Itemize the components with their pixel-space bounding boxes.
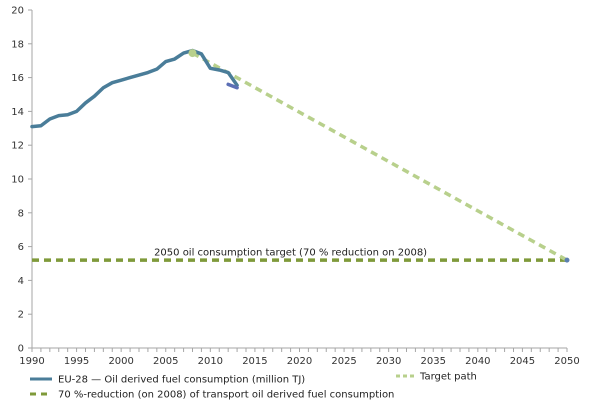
x-tick-label: 2000: [108, 356, 133, 367]
y-tick-label: 10: [11, 175, 24, 186]
annotation-layer: 2050 oil consumption target (70 % reduct…: [154, 247, 427, 258]
x-tick-label: 2025: [331, 356, 356, 367]
target-path-start-marker: [188, 49, 197, 58]
y-tick-label: 0: [18, 344, 24, 355]
target-path-end-marker: [564, 257, 570, 263]
x-tick-label: 1990: [19, 356, 44, 367]
x-tick-label: 1995: [64, 356, 89, 367]
legend-label-reduction: 70 %-reduction (on 2008) of transport oi…: [58, 390, 394, 401]
legend: EU-28 — Oil derived fuel consumption (mi…: [30, 372, 477, 401]
y-tick-label: 4: [18, 276, 24, 287]
x-tick-label: 2040: [465, 356, 490, 367]
axes: 0 2 4 6 8 10 12 14 16 18 20 1990 1995 2000 2005 2010 201…: [11, 6, 579, 368]
x-tick-label: 2030: [376, 356, 401, 367]
y-tick-label: 14: [11, 107, 24, 118]
x-tick-label: 2015: [242, 356, 267, 367]
x-tick-label: 2045: [510, 356, 535, 367]
series-consumption-proxy: [226, 82, 239, 90]
series-target-path-line: [191, 51, 568, 262]
legend-label-consumption: EU-28 — Oil derived fuel consumption (mi…: [58, 375, 305, 386]
y-tick-label: 2: [18, 310, 24, 321]
annotation-target-label: 2050 oil consumption target (70 % reduct…: [154, 247, 427, 258]
x-tick-label: 2005: [153, 356, 178, 367]
legend-label-target-path: Target path: [419, 372, 477, 383]
series-consumption-line: [30, 48, 239, 129]
x-tick-label: 2050: [554, 356, 579, 367]
x-tick-label: 2020: [287, 356, 312, 367]
y-tick-label: 12: [11, 141, 24, 152]
y-tick-label: 20: [11, 6, 24, 17]
y-tick-label: 8: [18, 208, 24, 219]
y-tick-label: 18: [11, 39, 24, 50]
y-tick-label: 16: [11, 73, 24, 84]
x-tick-label: 2010: [198, 356, 223, 367]
x-tick-label: 2035: [421, 356, 446, 367]
y-tick-label: 6: [18, 242, 24, 253]
series-layer: [30, 48, 570, 263]
